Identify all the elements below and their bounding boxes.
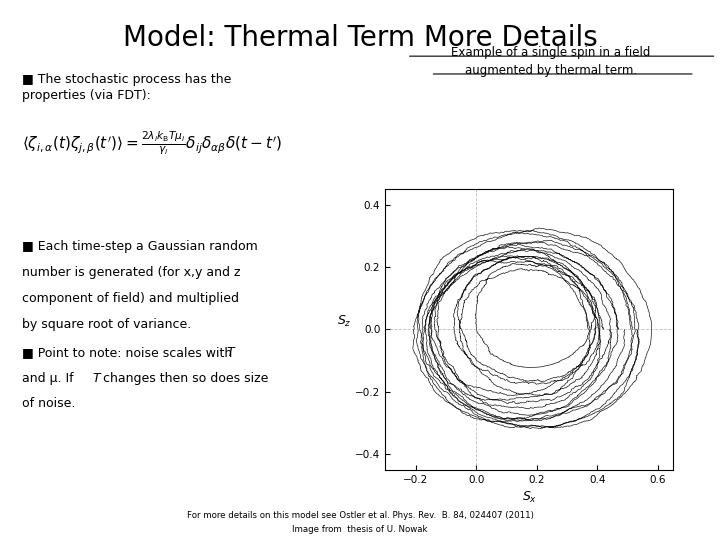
Text: ■ The stochastic process has the: ■ The stochastic process has the (22, 73, 231, 86)
Text: component of field) and multiplied: component of field) and multiplied (22, 292, 238, 305)
Text: of noise.: of noise. (22, 397, 75, 410)
Text: ■ Point to note: noise scales with: ■ Point to note: noise scales with (22, 346, 236, 359)
Text: and μ. If: and μ. If (22, 372, 77, 384)
Text: $\langle \zeta_{i,\alpha}(t)\zeta_{j,\beta}(t^{\prime}) \rangle = \frac{2\lambda: $\langle \zeta_{i,\alpha}(t)\zeta_{j,\be… (22, 130, 282, 157)
Text: by square root of variance.: by square root of variance. (22, 318, 191, 331)
Text: number is generated (for x,y and z: number is generated (for x,y and z (22, 266, 240, 279)
Text: Image from  thesis of U. Nowak: Image from thesis of U. Nowak (292, 525, 428, 534)
Text: T: T (92, 372, 100, 384)
Text: Example of a single spin in a field: Example of a single spin in a field (451, 46, 650, 59)
Text: Model: Thermal Term More Details: Model: Thermal Term More Details (122, 24, 598, 52)
Text: changes then so does size: changes then so does size (99, 372, 269, 384)
Text: For more details on this model see Ostler et al. Phys. Rev.  B. 84, 024407 (2011: For more details on this model see Ostle… (186, 511, 534, 521)
Y-axis label: $S_z$: $S_z$ (337, 314, 351, 329)
Text: ■ Each time-step a Gaussian random: ■ Each time-step a Gaussian random (22, 240, 257, 253)
X-axis label: $S_x$: $S_x$ (521, 490, 537, 505)
Text: properties (via FDT):: properties (via FDT): (22, 89, 150, 102)
Text: augmented by thermal term.: augmented by thermal term. (464, 64, 637, 77)
Text: T: T (227, 346, 235, 359)
